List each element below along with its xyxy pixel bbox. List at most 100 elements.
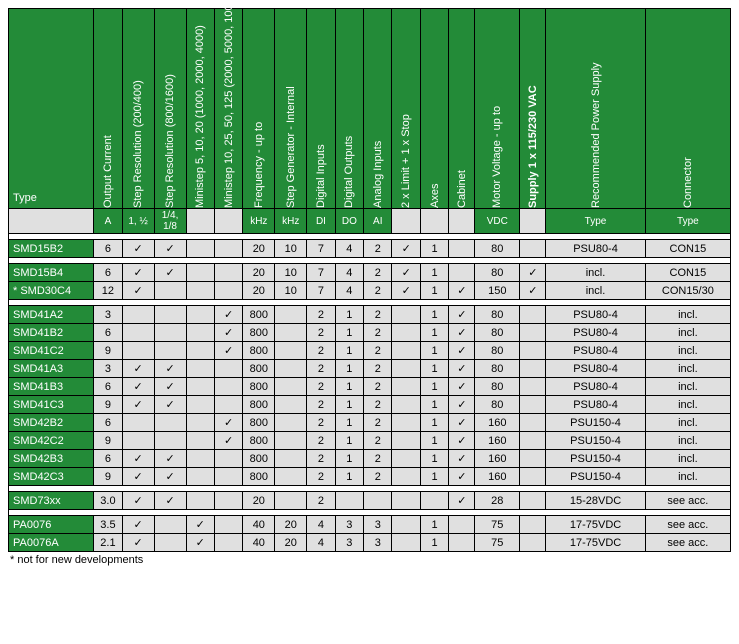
cell: PSU80-4 xyxy=(546,306,645,324)
cell: 10 xyxy=(275,240,307,258)
cell: PSU80-4 xyxy=(546,324,645,342)
cell: 3 xyxy=(335,516,363,534)
table-row: SMD15B26✓✓2010742✓180PSU80-4CON15 xyxy=(9,240,731,258)
cell: 2 xyxy=(307,492,335,510)
cell: ✓ xyxy=(154,264,186,282)
cell: 3.0 xyxy=(94,492,122,510)
cell: ✓ xyxy=(186,516,214,534)
cell: ✓ xyxy=(122,378,154,396)
u9: DO xyxy=(335,209,363,234)
cell: 10 xyxy=(275,264,307,282)
cell: 2 xyxy=(307,414,335,432)
cell: ✓ xyxy=(449,342,475,360)
cell: ✓ xyxy=(449,432,475,450)
cell: 2 xyxy=(307,432,335,450)
cell: ✓ xyxy=(122,360,154,378)
cell: 1 xyxy=(335,324,363,342)
cell: ✓ xyxy=(214,306,242,324)
cell: incl. xyxy=(645,396,730,414)
cell xyxy=(214,468,242,486)
table-row: SMD41C29✓8002121✓80PSU80-4incl. xyxy=(9,342,731,360)
cell: ✓ xyxy=(392,264,420,282)
cell: 80 xyxy=(475,378,520,396)
cell xyxy=(186,492,214,510)
table-row: * SMD30C412✓2010742✓1✓150✓incl.CON15/30 xyxy=(9,282,731,300)
u4 xyxy=(186,209,214,234)
u17: Type xyxy=(645,209,730,234)
type-cell: SMD42B2 xyxy=(9,414,94,432)
cell: incl. xyxy=(546,264,645,282)
cell: 1 xyxy=(420,534,448,552)
cell: 800 xyxy=(243,432,275,450)
u13 xyxy=(449,209,475,234)
hdr-c5: Ministep 10, 25, 50, 125 (2000, 5000, 10… xyxy=(214,9,242,209)
cell: 2 xyxy=(307,396,335,414)
cell: incl. xyxy=(645,432,730,450)
cell: PSU80-4 xyxy=(546,342,645,360)
hdr-c12: Axes xyxy=(420,9,448,209)
cell xyxy=(122,324,154,342)
cell: 1 xyxy=(420,432,448,450)
cell xyxy=(214,282,242,300)
cell: 2 xyxy=(364,414,392,432)
cell: ✓ xyxy=(122,516,154,534)
cell xyxy=(186,414,214,432)
cell xyxy=(520,360,546,378)
cell: 1 xyxy=(420,396,448,414)
cell: 28 xyxy=(475,492,520,510)
cell xyxy=(186,468,214,486)
type-cell: PA0076 xyxy=(9,516,94,534)
cell: PSU80-4 xyxy=(546,396,645,414)
cell: 800 xyxy=(243,306,275,324)
cell: ✓ xyxy=(449,360,475,378)
cell: PSU80-4 xyxy=(546,378,645,396)
cell xyxy=(392,534,420,552)
cell xyxy=(392,468,420,486)
u3: 1/4, 1/8 xyxy=(154,209,186,234)
cell xyxy=(122,306,154,324)
cell: 160 xyxy=(475,450,520,468)
hdr-c9: Digital Outputs xyxy=(335,9,363,209)
cell: PSU150-4 xyxy=(546,450,645,468)
cell: 2 xyxy=(364,378,392,396)
cell: incl. xyxy=(546,282,645,300)
cell xyxy=(520,516,546,534)
u8: DI xyxy=(307,209,335,234)
cell xyxy=(186,450,214,468)
type-cell: SMD42B3 xyxy=(9,450,94,468)
cell xyxy=(275,432,307,450)
cell xyxy=(275,414,307,432)
cell xyxy=(154,414,186,432)
cell: 2 xyxy=(307,306,335,324)
cell: 1 xyxy=(335,396,363,414)
cell: ✓ xyxy=(520,282,546,300)
cell: 20 xyxy=(243,264,275,282)
u15 xyxy=(520,209,546,234)
cell: 80 xyxy=(475,324,520,342)
cell xyxy=(214,264,242,282)
table-row: SMD42B26✓8002121✓160PSU150-4incl. xyxy=(9,414,731,432)
cell: 9 xyxy=(94,432,122,450)
spec-table: Type Output Current Step Resolution (200… xyxy=(8,8,731,552)
type-cell: SMD41A2 xyxy=(9,306,94,324)
cell: 4 xyxy=(307,534,335,552)
cell xyxy=(186,282,214,300)
hdr-type: Type xyxy=(9,9,94,209)
cell: ✓ xyxy=(122,264,154,282)
cell xyxy=(392,360,420,378)
cell xyxy=(186,342,214,360)
cell: 1 xyxy=(420,264,448,282)
cell xyxy=(154,534,186,552)
hdr-c11: 2 x Limit + 1 x Stop xyxy=(392,9,420,209)
cell xyxy=(520,240,546,258)
cell: 800 xyxy=(243,468,275,486)
cell: 1 xyxy=(335,306,363,324)
cell: ✓ xyxy=(449,306,475,324)
cell: 3 xyxy=(364,516,392,534)
cell xyxy=(122,414,154,432)
cell xyxy=(392,324,420,342)
cell xyxy=(154,306,186,324)
cell xyxy=(275,450,307,468)
cell xyxy=(449,240,475,258)
cell xyxy=(186,396,214,414)
